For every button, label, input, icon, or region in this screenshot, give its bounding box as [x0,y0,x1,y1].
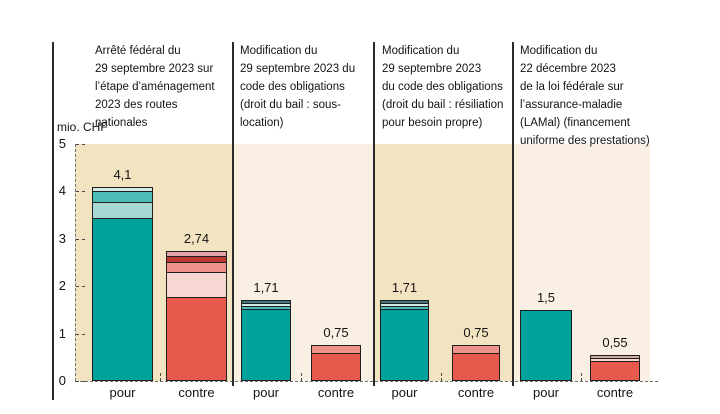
bar-value-label: 2,74 [183,231,210,247]
x-category-label: pour [109,385,136,400]
bar-segment-teal_pale [242,303,290,307]
y-axis-dashed-line [75,144,76,381]
bar-segment-teal_slate [242,300,290,304]
bar-value-label: 0,55 [602,334,628,350]
y-tick-label: 0 [58,373,66,388]
bar-segment-teal_dark [381,308,428,380]
x-category-label: contre [596,385,634,400]
stacked-bar-pour [520,309,572,381]
y-tick-mark [76,333,85,335]
stacked-bar-contre [452,345,500,381]
stacked-bar-contre [590,354,640,381]
stacked-bar-contre [311,345,361,381]
y-tick-mark [76,144,85,145]
bar-segment-teal_pale [381,303,428,307]
bar-segment-teal_medium [381,306,428,309]
x-category-label: pour [391,385,418,400]
baseline-mid-tick [160,373,161,381]
chart-left-border-line [52,42,54,400]
bar-segment-pink_muted [591,355,639,358]
bar-segment-teal_slate [381,300,428,304]
bar-segment-red [591,361,639,380]
bar-segment-pink_pale [591,357,639,362]
stacked-bar-pour [380,299,429,381]
panel-separator-line [512,42,514,386]
bar-segment-red [312,352,360,380]
bar-segment-red [167,296,226,380]
x-category-label: contre [457,385,495,400]
bar-segment-teal_light [93,201,152,218]
bar-segment-salmon [167,262,226,272]
bar-value-label: 0,75 [463,325,489,341]
y-tick-label: 5 [58,136,66,151]
bar-value-label: 0,75 [323,325,349,341]
y-tick-label: 3 [58,230,66,246]
y-tick-mark [76,381,85,382]
x-axis-baseline [75,381,658,382]
x-category-label: contre [178,385,215,400]
baseline-mid-tick [441,373,442,381]
bar-segment-pink_pale [167,272,226,297]
panel-title: Modification du 29 septembre 2023 du cod… [382,45,504,129]
y-tick-label: 2 [58,278,66,294]
bar-segment-teal_dark [242,308,290,380]
bar-segment-teal_pale [93,187,152,192]
y-axis-unit-label: mio. CHF [57,120,108,134]
y-tick-mark [76,191,85,193]
bar-value-label: 1,71 [391,279,418,295]
baseline-mid-tick [301,373,302,381]
panel-title: Arrêté fédéral du 29 septembre 2023 sur … [95,45,215,129]
stacked-bar-pour [92,186,153,381]
bar-value-label: 1,71 [253,279,279,295]
baseline-mid-tick [581,373,582,381]
bar-segment-teal_medium [242,306,290,309]
bar-value-label: 1,5 [536,289,556,305]
bar-segment-salmon [312,346,360,353]
y-tick-label: 1 [58,325,66,341]
bar-segment-teal_medium [93,191,152,202]
x-category-label: pour [532,385,560,400]
y-tick-mark [76,238,85,240]
bar-segment-teal_dark [521,310,571,380]
y-tick-label: 4 [58,183,66,199]
bar-segment-red_dark [167,255,226,263]
x-category-label: contre [317,385,355,400]
bar-value-label: 4,1 [113,166,132,182]
panel-separator-line [373,42,375,386]
panel-separator-line [232,42,234,386]
bar-segment-red [453,352,499,380]
bar-segment-teal_dark [93,217,152,380]
x-category-label: pour [252,385,280,400]
y-tick-mark [76,286,85,288]
stacked-bar-contre [166,251,227,381]
bar-segment-salmon [453,346,499,353]
stacked-bar-pour [241,299,291,381]
bar-segment-pink_mauve [167,252,226,256]
panel-title: Modification du 29 septembre 2023 du cod… [240,45,356,129]
panel-title: Modification du 22 décembre 2023 de la l… [520,45,650,147]
